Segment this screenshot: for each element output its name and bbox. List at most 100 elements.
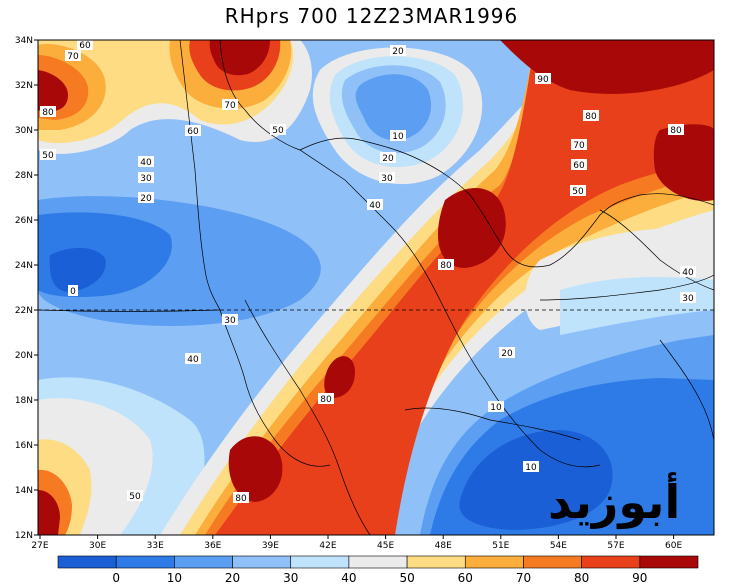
lon-tick-label: 57E	[607, 541, 624, 551]
lat-tick-label: 22N	[15, 306, 33, 316]
contour-label-bg	[499, 347, 515, 358]
contour-label-bg	[668, 124, 684, 135]
contour-label: 90	[537, 75, 549, 85]
contour-label: 60	[573, 161, 585, 171]
contour-label: 50	[129, 492, 141, 502]
contour-label: 30	[140, 174, 152, 184]
contour-label-bg	[65, 50, 81, 61]
contour-label-bg	[138, 156, 154, 167]
contour-label-bg	[680, 292, 696, 303]
contour-fill	[38, 40, 714, 535]
colorbar-label: 20	[225, 571, 240, 585]
contour-label: 40	[140, 158, 152, 168]
lon-tick-label: 42E	[319, 541, 336, 551]
contour-label: 40	[682, 268, 694, 278]
contour-label-bg	[318, 393, 334, 404]
contour-label: 50	[572, 187, 584, 197]
contour-label: 0	[70, 287, 76, 297]
latitude-axis: 34N 32N 30N 28N 26N 24N 22N 20N 18N 16N 14N 12N	[15, 36, 714, 541]
colorbar-label: 10	[167, 571, 182, 585]
colorbar-label: 0	[112, 571, 120, 585]
contour-label: 70	[573, 141, 585, 151]
contour-label-bg	[535, 73, 551, 84]
lon-tick-label: 54E	[550, 541, 567, 551]
lat-tick-label: 30N	[15, 126, 33, 136]
colorbar-segment	[348, 555, 408, 569]
lon-tick-label: 33E	[147, 541, 164, 551]
lon-tick-label: 30E	[89, 541, 106, 551]
lon-tick-label: 27E	[31, 541, 48, 551]
contour-label-bg	[488, 401, 504, 412]
colorbar-segment	[174, 555, 233, 569]
contour-label-bg	[571, 139, 587, 150]
colorbar-label: 60	[458, 571, 473, 585]
contour-label: 10	[525, 463, 537, 473]
colorbar-segment	[57, 555, 117, 569]
map-frame	[37, 39, 715, 536]
colorbar-segment	[523, 555, 582, 569]
contour-label-bg	[40, 106, 56, 117]
contour-label-bg	[523, 461, 539, 472]
contour-label: 80	[440, 261, 452, 271]
contour-label-bg	[680, 266, 696, 277]
contour-label: 30	[224, 316, 236, 326]
contour-label-bg	[583, 110, 599, 121]
contour-label: 20	[501, 349, 513, 359]
colorbar-segment	[581, 555, 641, 569]
colorbar-segment	[406, 555, 466, 569]
lat-tick-label: 26N	[15, 216, 33, 226]
lat-tick-label: 34N	[15, 36, 33, 46]
contour-label-bg	[68, 285, 78, 296]
map-title: RHprs 700 12Z23MAR1996	[224, 4, 519, 28]
lon-tick-label: 36E	[204, 541, 221, 551]
contour-label: 80	[670, 126, 682, 136]
contour-label-bg	[390, 45, 406, 56]
contour-label: 20	[140, 194, 152, 204]
lon-tick-label: 48E	[435, 541, 452, 551]
contour-label: 80	[42, 108, 54, 118]
colorbar-segment	[464, 555, 524, 569]
contour-label: 60	[187, 127, 199, 137]
contour-label: 40	[369, 201, 381, 211]
colorbar-label: 80	[574, 571, 589, 585]
contour-label-bg	[570, 185, 586, 196]
contour-label: 80	[585, 112, 597, 122]
contour-label: 40	[187, 355, 199, 365]
longitude-axis: 27E 30E 33E 36E 39E 42E 45E 48E 51E 54E 57E 60E	[31, 535, 682, 551]
colorbar-label: 70	[516, 571, 531, 585]
lat-tick-label: 12N	[15, 531, 33, 541]
lon-tick-label: 45E	[377, 541, 394, 551]
contour-label: 60	[79, 41, 91, 51]
colorbar-segment	[639, 555, 699, 569]
lat-tick-label: 28N	[15, 171, 33, 181]
contour-label-bg	[438, 259, 454, 270]
contour-label-bg	[138, 192, 154, 203]
contour-label: 80	[320, 395, 332, 405]
contour-label-bg	[390, 130, 406, 141]
contour-label: 30	[682, 294, 694, 304]
lon-tick-label: 60E	[665, 541, 682, 551]
contour-label-bg	[185, 125, 201, 136]
contour-label: 30	[381, 174, 393, 184]
watermark: أبوزيد	[548, 472, 680, 529]
contour-label: 70	[67, 52, 79, 62]
contour-label-bg	[379, 172, 395, 183]
contour-label-bg	[367, 199, 383, 210]
colorbar-label: 50	[399, 571, 414, 585]
contour-label-bg	[571, 159, 587, 170]
contour-label-bg	[380, 152, 396, 163]
contour-label-bg	[77, 39, 93, 50]
contour-label-bg	[138, 172, 154, 183]
lon-tick-label: 39E	[262, 541, 279, 551]
contour-label-bg	[222, 314, 238, 325]
contour-label: 50	[272, 126, 284, 136]
colorbar-segment	[232, 555, 292, 569]
lat-tick-label: 32N	[15, 81, 33, 91]
contour-label-bg	[40, 149, 56, 160]
lat-tick-label: 24N	[15, 261, 33, 271]
contour-label-bg	[185, 353, 201, 364]
colorbar-label: 40	[341, 571, 356, 585]
lat-tick-label: 14N	[15, 486, 33, 496]
